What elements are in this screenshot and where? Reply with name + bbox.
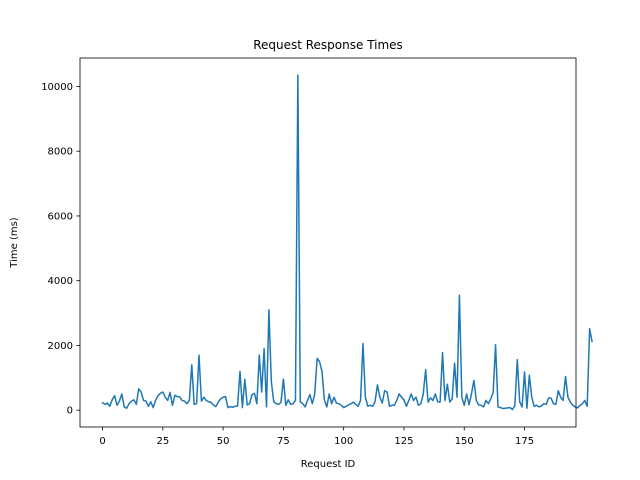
chart-title: Request Response Times [253,38,403,52]
x-tick-label: 75 [277,436,290,447]
y-tick-label: 2000 [48,341,73,352]
y-tick-label: 4000 [48,276,73,287]
y-axis: 0 2000 4000 6000 8000 10000 [41,82,80,417]
series-line [101,74,593,411]
y-tick-label: 8000 [48,147,73,158]
x-tick-label: 150 [455,436,474,447]
x-tick-label: 0 [99,436,105,447]
x-tick-label: 25 [156,436,169,447]
y-tick-label: 0 [67,406,73,417]
x-tick-label: 125 [394,436,413,447]
plot-frame [79,57,577,428]
x-axis-label: Request ID [301,459,356,470]
y-tick-label: 10000 [41,82,73,93]
x-tick-label: 50 [217,436,230,447]
x-tick-label: 175 [515,436,534,447]
x-tick-label: 100 [334,436,353,447]
plot-area [101,74,593,411]
y-tick-label: 6000 [48,211,73,222]
x-axis: 0 25 50 75 100 125 150 175 [99,427,534,447]
y-axis-label: Time (ms) [9,217,20,269]
